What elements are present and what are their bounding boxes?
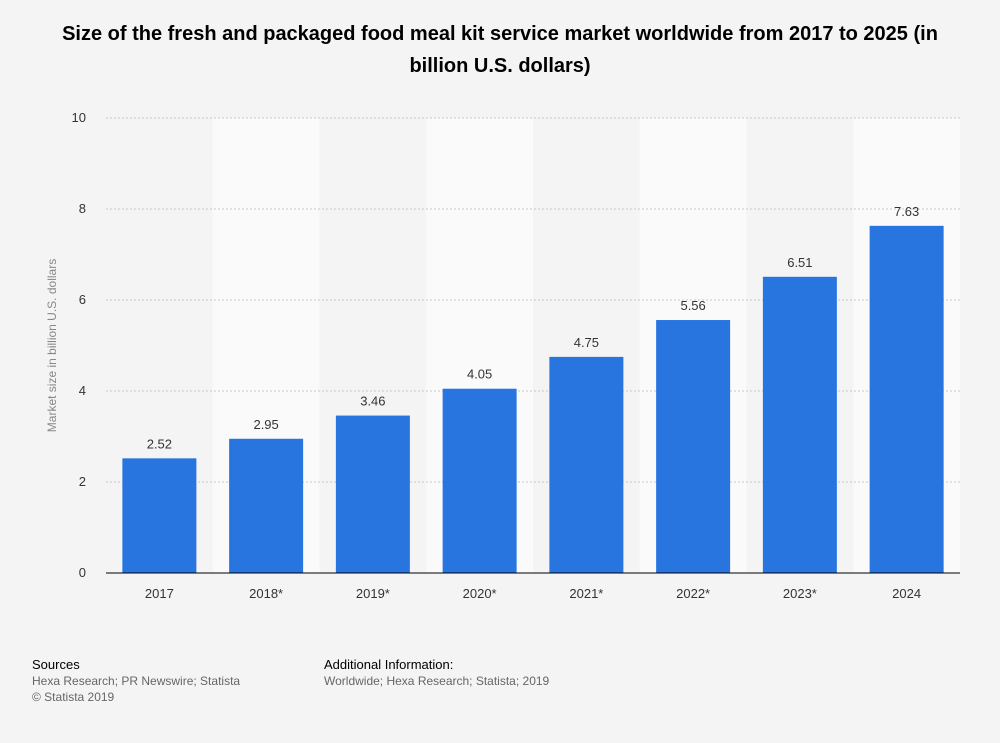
x-tick-label: 2022* [676, 586, 710, 601]
value-label: 4.05 [467, 367, 492, 382]
bar [869, 225, 944, 573]
x-tick-labels: 2017 2018* 2019* 2020* 2021* 2022* 2023* 2024 [145, 586, 921, 601]
bars [122, 225, 944, 573]
additional-info-line: Worldwide; Hexa Research; Statista; 2019 [324, 674, 550, 688]
x-tick-label: 2018* [249, 586, 283, 601]
additional-info-block: Additional Information: Worldwide; Hexa … [324, 657, 549, 689]
x-tick-label: 2019* [356, 586, 390, 601]
bar [229, 438, 304, 573]
value-label: 7.63 [894, 204, 919, 219]
bar [335, 415, 410, 573]
y-tick-label: 6 [79, 292, 86, 307]
sources-block: Sources Hexa Research; PR Newswire; Stat… [32, 657, 240, 705]
y-tick-label: 8 [79, 201, 86, 216]
y-axis-label: Market size in billion U.S. dollars [45, 259, 59, 432]
sources-line: Hexa Research; PR Newswire; Statista [32, 674, 241, 688]
y-tick-labels: 0 2 4 6 8 10 [72, 110, 86, 580]
x-tick-label: 2021* [569, 586, 603, 601]
bar [549, 356, 624, 573]
bar [656, 320, 731, 573]
x-tick-label: 2020* [463, 586, 497, 601]
copyright-line: © Statista 2019 [32, 690, 115, 704]
bar [122, 458, 197, 573]
value-label: 6.51 [787, 255, 812, 270]
y-tick-label: 0 [79, 565, 86, 580]
sources-heading: Sources [32, 657, 80, 672]
y-tick-label: 2 [79, 474, 86, 489]
chart-title: Size of the fresh and packaged food meal… [62, 23, 938, 77]
value-labels: 2.52 2.95 3.46 4.05 4.75 5.56 6.51 7.63 [147, 204, 920, 452]
value-label: 5.56 [680, 298, 705, 313]
x-tick-label: 2024 [892, 586, 921, 601]
value-label: 3.46 [360, 394, 385, 409]
bar [442, 388, 517, 573]
value-label: 4.75 [574, 335, 599, 350]
value-label: 2.52 [147, 436, 172, 451]
value-label: 2.95 [253, 417, 278, 432]
y-tick-label: 10 [72, 110, 86, 125]
bar [762, 276, 837, 573]
y-tick-label: 4 [79, 383, 86, 398]
additional-info-heading: Additional Information: [324, 657, 454, 672]
x-tick-label: 2017 [145, 586, 174, 601]
x-tick-label: 2023* [783, 586, 817, 601]
